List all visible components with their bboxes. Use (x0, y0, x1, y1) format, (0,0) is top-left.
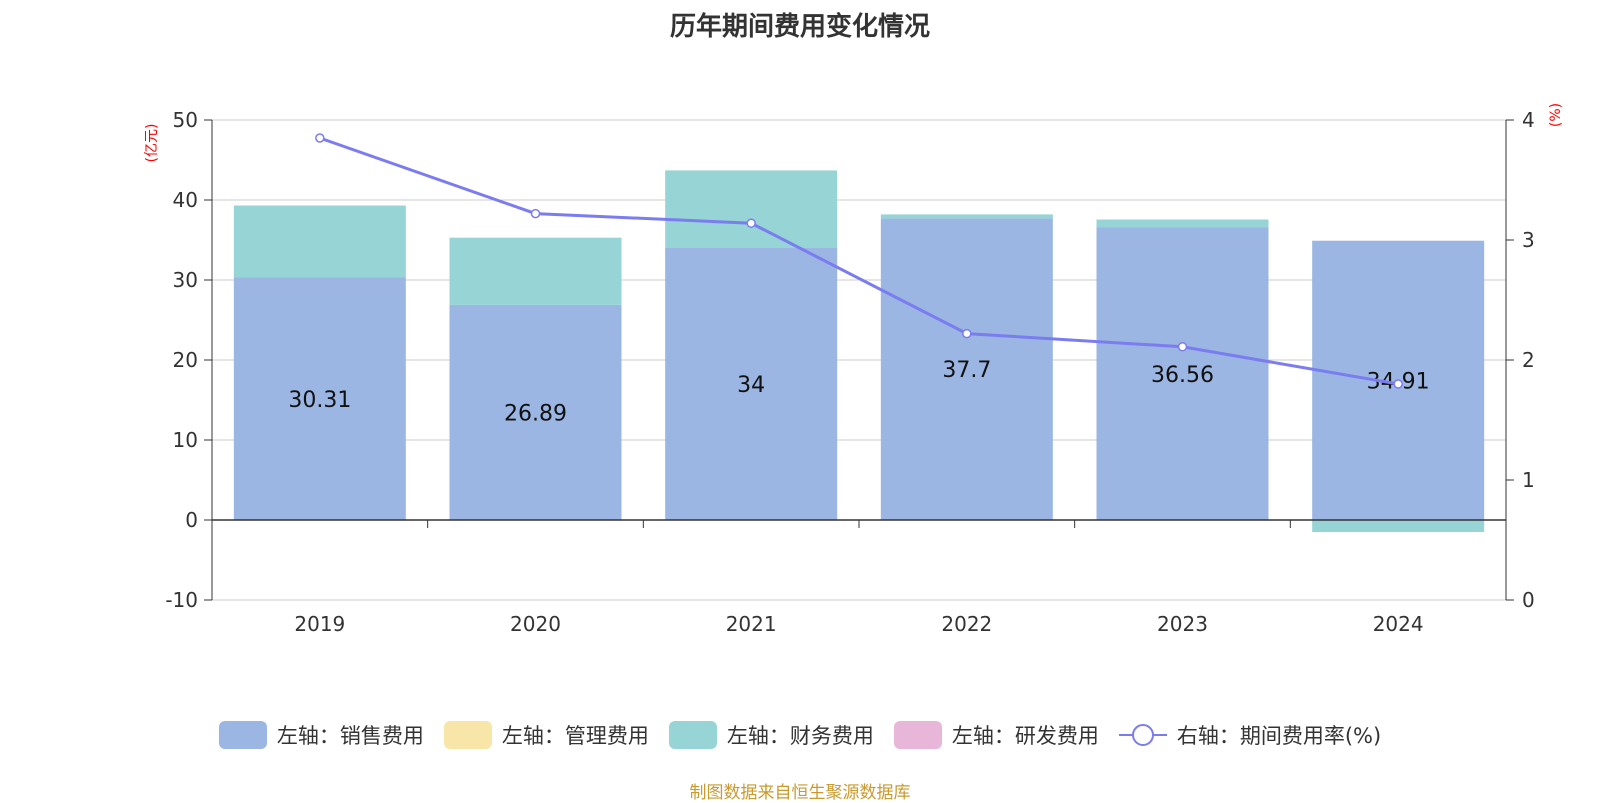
rate-point (1393, 379, 1403, 389)
right-tick-label: 2 (1522, 348, 1535, 372)
legend: 左轴：销售费用 左轴：管理费用 左轴：财务费用 左轴：研发费用 右轴：期间费用率… (0, 720, 1600, 750)
data-label: 30.31 (288, 388, 351, 413)
x-tick-label: 2022 (941, 612, 992, 636)
rate-point (1177, 342, 1188, 352)
bar-finance (1312, 520, 1485, 532)
rate-line (315, 133, 1403, 389)
bar-sales (233, 277, 406, 520)
data-label: 34 (737, 373, 765, 398)
right-tick-label: 1 (1522, 468, 1535, 492)
bar-finance (665, 170, 838, 248)
bar-sales (665, 248, 838, 520)
left-tick-label: 40 (173, 188, 198, 212)
right-tick-label: 4 (1522, 108, 1535, 132)
rate-point (962, 328, 972, 339)
rate-point (746, 218, 756, 228)
chart-title: 历年期间费用变化情况 (669, 12, 930, 42)
left-tick-label: 50 (173, 108, 198, 132)
left-tick-label: -10 (165, 588, 198, 612)
legend-label-finance: 左轴：财务费用 (726, 724, 874, 748)
left-tick-label: 10 (173, 428, 198, 452)
bar-finance (1096, 219, 1269, 228)
bar-sales (1096, 227, 1269, 520)
legend-label-sales: 左轴：销售费用 (276, 724, 424, 748)
x-tick-label: 2024 (1373, 612, 1424, 636)
left-axis-unit: (亿元) (144, 124, 160, 163)
legend-item-management[interactable]: 左轴：管理费用 (443, 720, 649, 750)
data-label: 36.56 (1151, 363, 1214, 388)
right-tick-label: 3 (1522, 228, 1535, 252)
data-label: 26.89 (504, 401, 567, 426)
legend-swatch-rnd (893, 721, 942, 749)
legend-line-marker-icon (1118, 724, 1167, 746)
legend-swatch-management (443, 721, 492, 749)
bar-finance (880, 214, 1053, 219)
left-tick-label: 0 (185, 508, 198, 532)
legend-item-rnd[interactable]: 左轴：研发费用 (893, 720, 1099, 750)
left-tick-label: 30 (173, 268, 198, 292)
bars (233, 170, 1485, 532)
legend-label-rnd: 左轴：研发费用 (951, 724, 1099, 748)
bar-finance (233, 205, 406, 278)
right-tick-label: 0 (1522, 588, 1535, 612)
right-axis-unit: (%) (1548, 103, 1564, 127)
source-note: 制图数据来自恒生聚源数据库 (689, 783, 911, 803)
legend-item-finance[interactable]: 左轴：财务费用 (668, 720, 874, 750)
left-tick-label: 20 (173, 348, 198, 372)
bar-sales (880, 218, 1053, 520)
data-label: 37.7 (942, 358, 991, 383)
bar-finance (449, 237, 622, 305)
x-tick-label: 2023 (1157, 612, 1208, 636)
legend-item-sales[interactable]: 左轴：销售费用 (218, 720, 424, 750)
legend-swatch-sales (218, 721, 267, 749)
legend-label-rate: 右轴：期间费用率(%) (1176, 724, 1382, 748)
legend-label-management: 左轴：管理费用 (501, 724, 649, 748)
x-tick-label: 2020 (510, 612, 561, 636)
bar-sales (449, 304, 622, 520)
legend-swatch-finance (668, 721, 717, 749)
rate-point (315, 133, 325, 143)
legend-item-rate[interactable]: 右轴：期间费用率(%) (1118, 720, 1382, 750)
x-tick-label: 2021 (726, 612, 777, 636)
x-tick-label: 2019 (294, 612, 345, 636)
rate-line-path (319, 136, 1399, 386)
rate-point (530, 208, 541, 219)
